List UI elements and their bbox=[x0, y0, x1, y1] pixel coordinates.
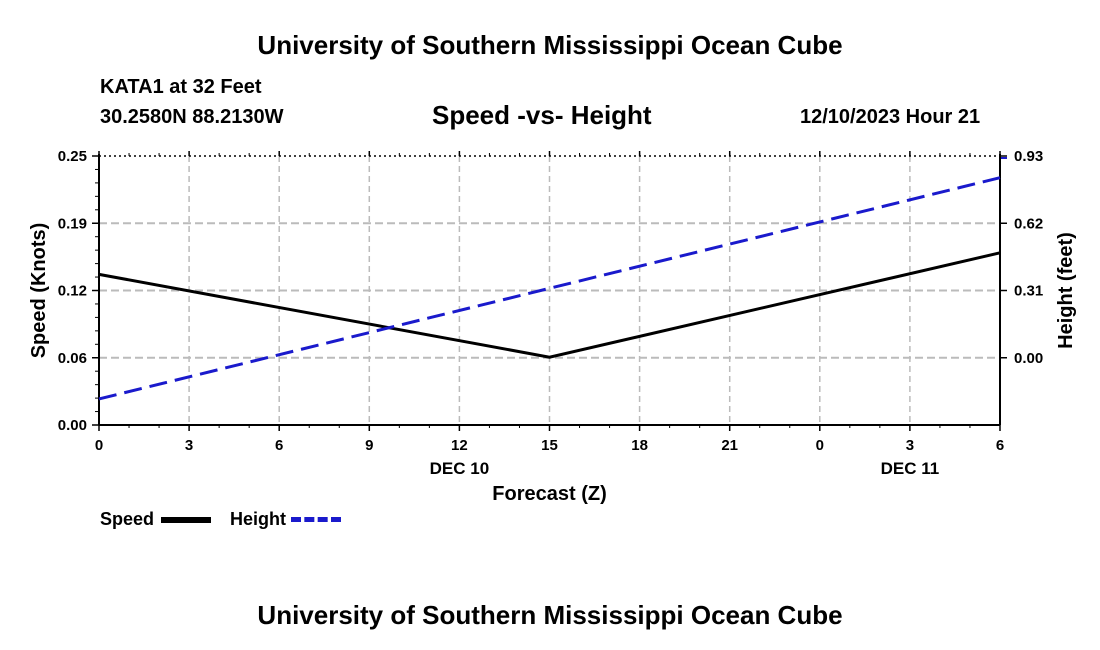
x-tick-label: 6 bbox=[996, 437, 1004, 454]
x-tick-label: 3 bbox=[185, 437, 193, 454]
y-tick-label: 0.00 bbox=[58, 417, 87, 434]
y-axis-label: Speed (Knots) bbox=[28, 223, 50, 359]
legend-height-label: Height bbox=[230, 509, 286, 529]
x-tick-label: 12 bbox=[451, 437, 468, 454]
legend-speed-label: Speed bbox=[100, 509, 155, 529]
x-tick-label: 6 bbox=[275, 437, 283, 454]
right-y-tick-label: 0.00 bbox=[1014, 350, 1043, 367]
right-y-tick-label: 0.31 bbox=[1014, 283, 1043, 300]
page-title: University of Southern Mississippi Ocean… bbox=[257, 30, 843, 60]
datetime-label: 12/10/2023 Hour 21 bbox=[800, 106, 981, 128]
speed-height-chart: 0 3 6 9 12 15 18 21 0 3 6 0.00 0.06 0.12 0.19 0.25 0.00 0… bbox=[28, 148, 1077, 505]
legend-height-swatch bbox=[291, 517, 341, 522]
speed-series-line bbox=[98, 251, 1001, 359]
x-tick-label: 21 bbox=[721, 437, 738, 454]
station-label: KATA1 at 32 Feet bbox=[100, 76, 262, 98]
y-tick-label: 0.25 bbox=[58, 148, 87, 165]
chart-title: Speed -vs- Height bbox=[432, 100, 652, 130]
x-tick-label: 15 bbox=[541, 437, 558, 454]
x-tick-label: 3 bbox=[906, 437, 914, 454]
x-tick-label: 0 bbox=[816, 437, 824, 454]
right-y-tick-label: 0.62 bbox=[1014, 215, 1043, 232]
x-day-label: DEC 10 bbox=[430, 459, 490, 478]
right-y-tick-label: 0.93 bbox=[1014, 148, 1043, 165]
legend-speed-swatch bbox=[161, 517, 211, 523]
y-tick-label: 0.19 bbox=[58, 215, 87, 232]
footer-title: University of Southern Mississippi Ocean… bbox=[257, 600, 843, 630]
x-tick-label: 9 bbox=[365, 437, 373, 454]
y-tick-label: 0.06 bbox=[58, 350, 87, 367]
x-day-label: DEC 11 bbox=[881, 459, 940, 478]
x-tick-label: 18 bbox=[631, 437, 648, 454]
x-axis-label: Forecast (Z) bbox=[492, 483, 606, 505]
y-axis-label-right: Height (feet) bbox=[1055, 232, 1077, 349]
location-label: 30.2580N 88.2130W bbox=[100, 106, 284, 128]
y-tick-label: 0.12 bbox=[58, 283, 87, 300]
x-tick-label: 0 bbox=[95, 437, 103, 454]
